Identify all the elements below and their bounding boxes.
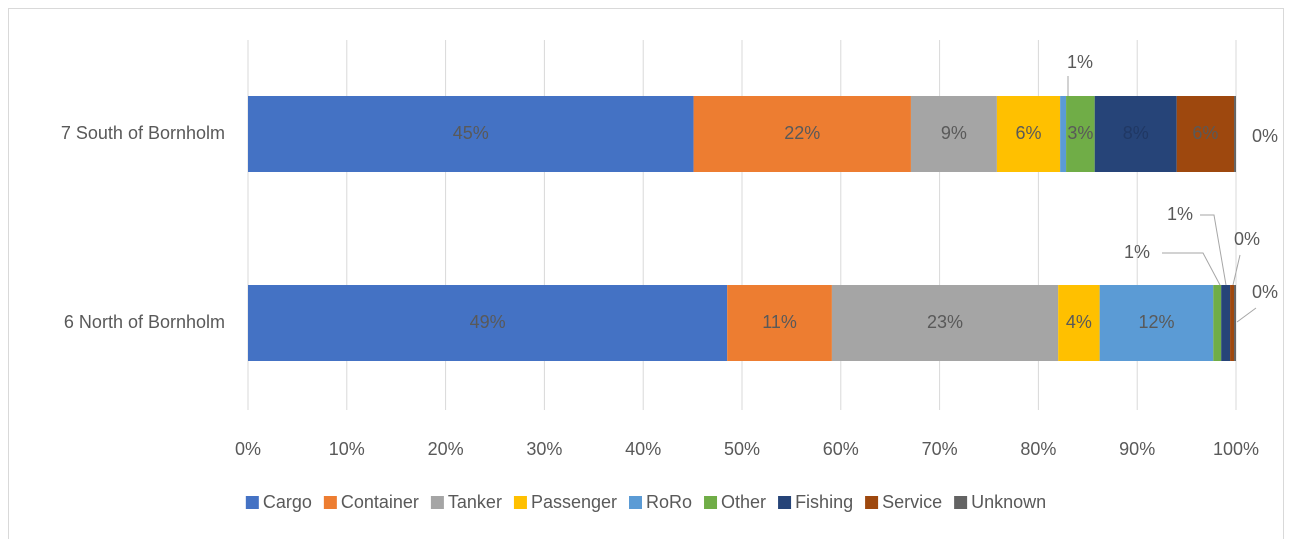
legend-swatch: [629, 496, 642, 509]
bar-segment: [1221, 285, 1231, 361]
bar-segment: [1066, 96, 1095, 172]
data-label: 11%: [762, 312, 797, 332]
y-tick-label: 7 South of Bornholm: [61, 123, 225, 143]
legend-label: Other: [721, 492, 766, 512]
data-label: 3%: [1067, 123, 1093, 143]
data-label: 0%: [1252, 282, 1278, 302]
y-tick-label: 6 North of Bornholm: [64, 312, 225, 332]
leader-line: [1200, 214, 1227, 286]
data-label: 6%: [1192, 123, 1218, 143]
legend-swatch: [245, 496, 259, 509]
leader-line: [1162, 252, 1221, 286]
x-tick-label: 60%: [823, 439, 859, 459]
legend-label: Passenger: [531, 492, 617, 512]
data-label: 6%: [1016, 123, 1042, 143]
x-tick-label: 20%: [428, 439, 464, 459]
bar-segment: [1058, 285, 1100, 361]
legend-swatch: [778, 496, 792, 509]
legend-label: Fishing: [795, 492, 853, 512]
x-tick-label: 0%: [235, 439, 261, 459]
x-tick-label: 30%: [526, 439, 562, 459]
bar-segment: [1094, 96, 1177, 172]
x-tick-label: 80%: [1020, 439, 1056, 459]
bar-segment: [831, 285, 1059, 361]
data-label: 0%: [1252, 126, 1278, 146]
data-label: 1%: [1167, 204, 1193, 224]
data-label: 9%: [941, 123, 967, 143]
leader-line: [1232, 254, 1241, 286]
bar-segment: [248, 285, 728, 361]
data-label: 1%: [1067, 52, 1093, 72]
bar-segment: [1234, 96, 1236, 172]
legend-swatch: [954, 496, 968, 509]
legend-label: Service: [882, 492, 942, 512]
data-label: 23%: [927, 312, 963, 332]
x-tick-label: 40%: [625, 439, 661, 459]
bar-segment: [1176, 96, 1235, 172]
chart-border: [8, 8, 1284, 539]
x-tick-label: 70%: [922, 439, 958, 459]
data-label: 49%: [470, 312, 506, 332]
legend-swatch: [865, 496, 879, 509]
data-label: 12%: [1138, 312, 1174, 332]
legend-label: Tanker: [448, 492, 502, 512]
x-tick-label: 90%: [1119, 439, 1155, 459]
legend-label: Container: [341, 492, 419, 512]
legend-swatch: [430, 496, 444, 509]
legend-swatch: [513, 496, 527, 509]
legend-swatch: [704, 496, 718, 509]
leader-line: [1236, 307, 1257, 323]
data-label: 45%: [453, 123, 489, 143]
bar-segment: [727, 285, 832, 361]
bar-segment: [996, 96, 1061, 172]
legend-label: Cargo: [263, 492, 312, 512]
bar-segment: [1230, 285, 1235, 361]
legend-label: Unknown: [971, 492, 1046, 512]
bar-segment: [1060, 96, 1067, 172]
bar-segment: [1213, 285, 1222, 361]
legend-swatch: [323, 496, 337, 509]
data-label: 1%: [1124, 242, 1150, 262]
bar-segment: [910, 96, 997, 172]
bar-segment: [248, 96, 694, 172]
legend-label: RoRo: [646, 492, 692, 512]
data-label: 4%: [1066, 312, 1092, 332]
x-tick-label: 50%: [724, 439, 760, 459]
data-label: 8%: [1123, 123, 1149, 143]
x-tick-label: 10%: [329, 439, 365, 459]
bar-segment: [1099, 285, 1214, 361]
data-label: 0%: [1234, 229, 1260, 249]
x-tick-label: 100%: [1213, 439, 1259, 459]
bar-segment: [693, 96, 911, 172]
data-label: 22%: [784, 123, 820, 143]
bar-segment: [1234, 285, 1236, 361]
